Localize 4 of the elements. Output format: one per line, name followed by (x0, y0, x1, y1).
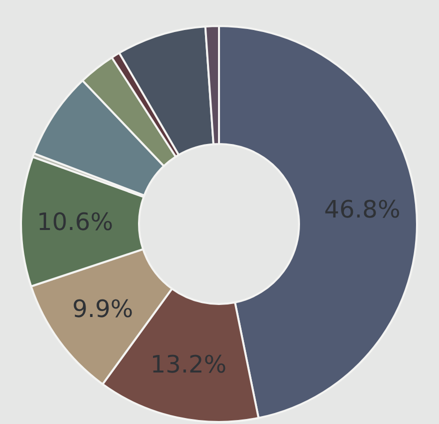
data-label: 10.6% (36, 208, 114, 236)
data-label: 9.9% (72, 295, 134, 324)
data-label: 46.8% (324, 196, 400, 224)
data-label: 13.2% (150, 350, 227, 379)
